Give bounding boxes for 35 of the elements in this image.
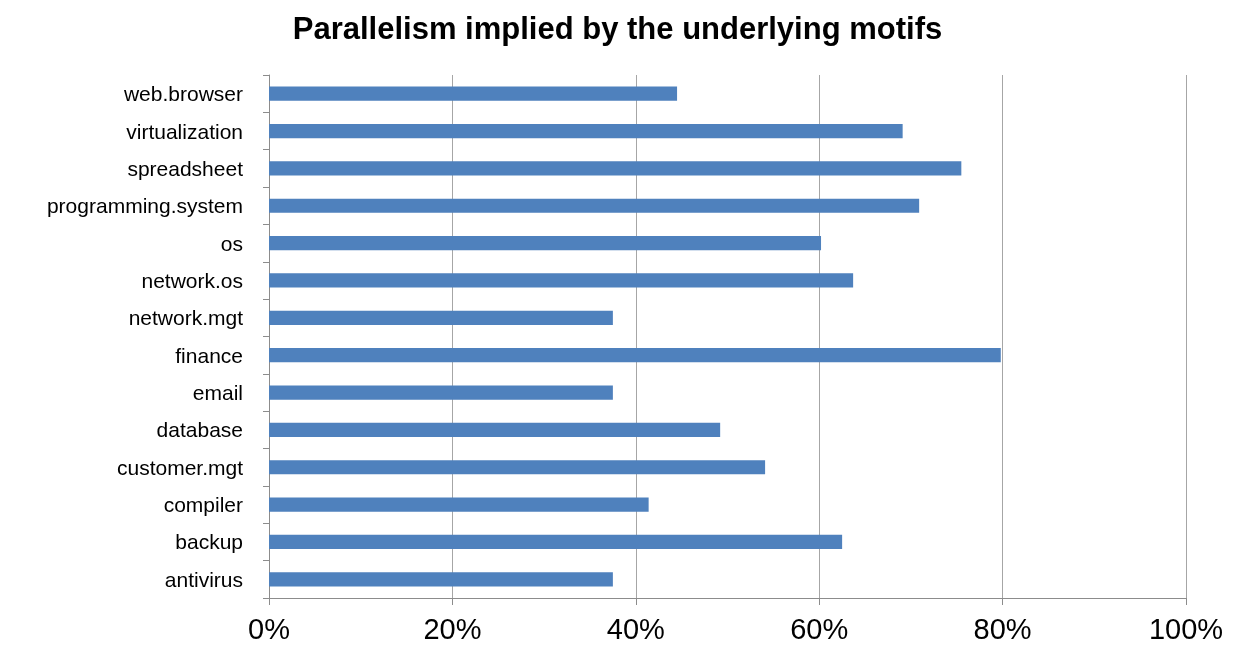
y-tick-label: compiler xyxy=(163,493,243,517)
bar xyxy=(269,198,920,213)
bar xyxy=(269,236,822,251)
x-tick-label: 20% xyxy=(423,612,482,645)
y-tick-label: web.browser xyxy=(122,82,243,106)
bar xyxy=(269,497,649,512)
bar xyxy=(269,534,843,550)
bar xyxy=(269,385,613,400)
y-tick-label: database xyxy=(156,418,243,442)
bar xyxy=(269,310,613,325)
x-tick-label: 100% xyxy=(1148,612,1224,645)
chart-title: Parallelism implied by the underlying motifs xyxy=(292,11,943,46)
y-tick-label: network.mgt xyxy=(128,306,244,330)
y-tick-label: network.os xyxy=(141,268,243,292)
bar xyxy=(269,161,962,176)
bar xyxy=(269,422,721,437)
bar xyxy=(269,123,903,139)
bar xyxy=(269,572,613,587)
y-tick-label: os xyxy=(220,231,243,255)
y-tick-label: customer.mgt xyxy=(116,455,244,479)
x-tick-label: 80% xyxy=(973,612,1032,645)
x-tick-label: 0% xyxy=(248,612,290,645)
y-tick-label: backup xyxy=(175,530,243,554)
x-tick-label: 60% xyxy=(790,612,849,645)
bar xyxy=(269,273,854,288)
bar xyxy=(269,460,766,475)
y-tick-label: spreadsheet xyxy=(127,156,244,180)
x-tick-label: 40% xyxy=(606,612,665,645)
y-tick-label: email xyxy=(192,381,243,405)
y-tick-label: programming.system xyxy=(46,194,243,218)
bar xyxy=(269,348,1001,363)
y-tick-label: virtualization xyxy=(126,119,243,143)
y-tick-label: antivirus xyxy=(164,567,243,591)
bar xyxy=(269,86,678,101)
y-tick-label: finance xyxy=(175,343,243,367)
